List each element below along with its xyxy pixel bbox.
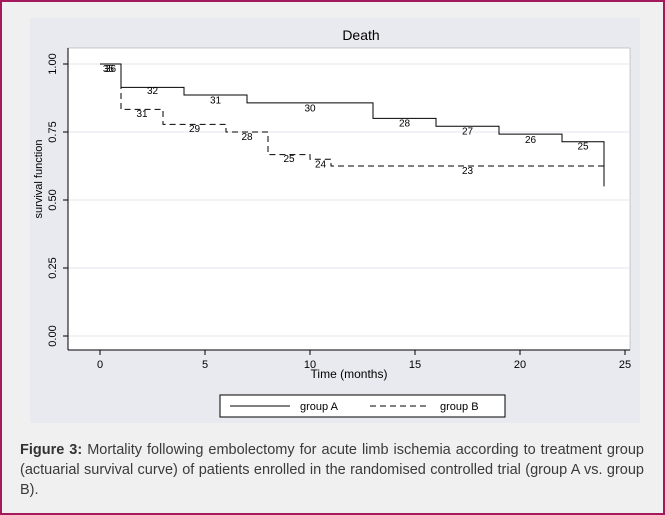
y-tick-label: 0.75 xyxy=(47,121,59,142)
y-tick-label: 1.00 xyxy=(47,53,59,74)
y-tick-label: 0.25 xyxy=(47,257,59,278)
x-tick-label: 5 xyxy=(202,359,208,371)
x-tick-label: 20 xyxy=(514,359,526,371)
at-risk-label: 32 xyxy=(147,86,159,97)
legend-label: group A xyxy=(300,401,339,413)
at-risk-label: 28 xyxy=(241,132,253,143)
at-risk-label: 29 xyxy=(189,124,201,135)
y-tick-label: 0.50 xyxy=(47,189,59,210)
at-risk-label: 25 xyxy=(283,154,295,165)
legend-label: group B xyxy=(440,401,479,413)
legend-box xyxy=(219,394,506,418)
caption-text: Mortality following embolectomy for acut… xyxy=(20,442,644,498)
y-tick-label: 0.00 xyxy=(47,325,59,346)
at-risk-label: 23 xyxy=(462,166,474,177)
at-risk-label: 27 xyxy=(462,127,474,138)
at-risk-label: 36 xyxy=(105,64,117,75)
at-risk-label: 26 xyxy=(525,135,537,146)
y-axis-label: survival function xyxy=(33,140,45,219)
series-line-group-B xyxy=(100,63,604,167)
chart-panel: 0.00 0.25 0.50 0.75 1.00 0 5 10 15 20 25 Death Time … xyxy=(30,18,640,423)
plot-area xyxy=(67,47,631,351)
at-risk-label: 31 xyxy=(210,95,222,106)
x-tick-label: 25 xyxy=(619,359,631,371)
at-risk-label: 30 xyxy=(304,104,316,115)
at-risk-label: 31 xyxy=(136,109,148,120)
x-tick-label: 10 xyxy=(304,359,316,371)
survival-chart: 0.00 0.25 0.50 0.75 1.00 0 5 10 15 20 25 Death Time … xyxy=(33,27,631,418)
at-risk-label: 35 xyxy=(103,64,115,75)
x-tick-label: 15 xyxy=(409,359,421,371)
at-risk-label: 28 xyxy=(399,118,411,129)
x-tick-label: 0 xyxy=(97,359,103,371)
caption-label: Figure 3: xyxy=(20,442,83,458)
series-line-group-A xyxy=(100,63,605,187)
chart-title: Death xyxy=(342,27,379,43)
figure-caption: Figure 3: Mortality following embolectom… xyxy=(20,440,644,500)
at-risk-label: 25 xyxy=(577,142,589,153)
at-risk-label: 24 xyxy=(315,159,327,170)
x-axis-label: Time (months) xyxy=(311,367,388,381)
